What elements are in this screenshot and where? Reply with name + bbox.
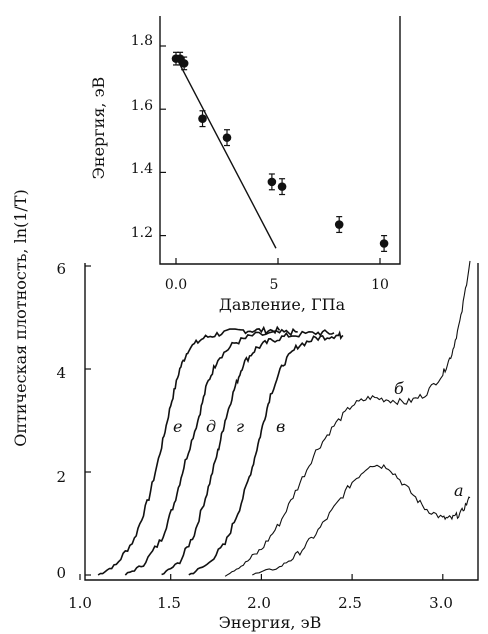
main-y-axis-title: Оптическая плотность, ln(1/T) (11, 189, 30, 446)
inset-marker-5 (268, 178, 277, 187)
inset-xtick-label-2: 10 (371, 277, 389, 293)
inset-marker-7 (335, 220, 344, 229)
inset-plot: 0.0 5 10 1.2 1.4 1.6 1.8 Давление, ГПа Э… (89, 16, 400, 314)
series-label-в: в (276, 417, 285, 436)
series-line-а (252, 465, 470, 575)
main-xtick-label-2: 2.0 (247, 594, 271, 612)
inset-x-axis-title: Давление, ГПа (219, 295, 346, 314)
inset-y-axis-title: Энергия, эВ (89, 77, 108, 180)
main-ytick-label-1: 2 (56, 468, 66, 486)
main-xtick-label-1: 1.5 (157, 594, 181, 612)
inset-xtick-label-0: 0.0 (165, 277, 187, 293)
main-xtick-label-4: 3.0 (429, 594, 453, 612)
series-line-д (125, 329, 297, 575)
inset-ytick-label-3: 1.8 (131, 33, 153, 49)
inset-marker-6 (278, 182, 287, 191)
inset-xtick-label-1: 5 (270, 277, 279, 293)
inset-marker-8 (380, 239, 389, 248)
inset-marker-4 (223, 133, 232, 142)
inset-marker-3 (198, 114, 207, 123)
inset-ytick-label-0: 1.2 (131, 225, 153, 241)
inset-marker-2 (180, 59, 189, 68)
main-ytick-label-2: 4 (56, 364, 66, 382)
series-label-е: е (173, 417, 182, 436)
series-line-г (162, 330, 334, 574)
main-xtick-label-0: 1.0 (68, 594, 92, 612)
main-ytick-label-0: 0 (56, 564, 66, 582)
main-x-axis-title: Энергия, эВ (219, 613, 322, 632)
main-xtick-label-3: 2.5 (338, 594, 362, 612)
series-label-д: д (206, 417, 216, 436)
series-label-б: б (394, 379, 404, 398)
inset-ytick-label-2: 1.6 (131, 98, 153, 114)
main-ytick-label-3: 6 (56, 260, 66, 278)
series-line-в (189, 333, 343, 575)
series-label-а: а (454, 481, 464, 500)
inset-background (160, 16, 400, 280)
series-label-г: г (236, 417, 244, 436)
inset-ytick-label-1: 1.4 (131, 161, 153, 177)
